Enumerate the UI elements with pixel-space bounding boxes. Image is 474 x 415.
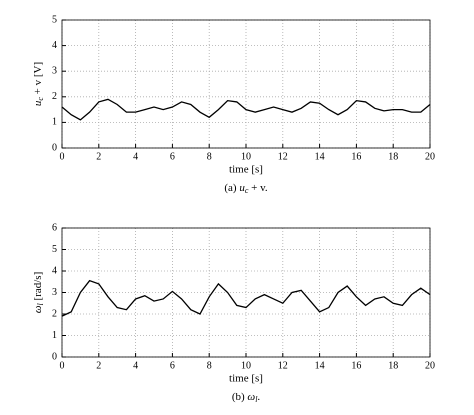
x-tick-label: 20 [425,360,435,371]
x-tick-label: 2 [96,151,101,162]
x-tick-label: 12 [278,151,288,162]
caption-part: . [257,391,260,403]
x-tick-label: 0 [60,151,65,162]
caption: (a) uc + v. [224,182,268,195]
x-tick-label: 2 [96,360,101,371]
caption-part: c [245,186,249,195]
x-tick-label: 16 [351,151,361,162]
axes-frame [61,19,431,149]
y-tick-label: 0 [52,142,57,153]
caption-part: l [255,395,258,404]
axes-frame [61,227,431,358]
x-tick-label: 4 [133,360,138,371]
x-tick-label: 14 [315,151,325,162]
y-tick-label: 1 [52,117,57,128]
y-tick-label: 2 [52,91,57,102]
caption-part: ω [247,391,255,403]
y-axis-label: uc + v [V] [32,62,45,106]
x-tick-label: 6 [170,360,175,371]
caption-part: + v. [248,182,267,194]
caption-part: (b) [232,391,248,403]
caption-part: u [239,182,245,194]
x-tick-label: 4 [133,151,138,162]
x-tick-label: 10 [241,360,251,371]
y-tick-label: 5 [52,244,57,255]
y-tick-label: 4 [52,265,57,276]
caption: (b) ωl. [232,391,261,404]
x-tick-label: 18 [388,151,398,162]
y-axis-label-part: c [36,97,45,101]
x-tick-label: 10 [241,151,251,162]
y-axis-label-part: ω [32,305,44,313]
y-axis-label-part: [rad/s] [32,272,44,303]
x-tick-label: 14 [315,360,325,371]
x-tick-label: 8 [207,360,212,371]
y-tick-label: 5 [52,14,57,25]
y-axis-label-part: u [32,100,44,106]
caption-part: (a) [224,182,239,194]
x-tick-label: 16 [351,360,361,371]
x-tick-label: 18 [388,360,398,371]
y-axis-label-part: + v [V] [32,62,44,97]
y-tick-label: 3 [52,65,57,76]
x-axis-label: time [s] [229,373,263,385]
x-tick-label: 12 [278,360,288,371]
y-tick-label: 0 [52,351,57,362]
data-line [61,279,431,317]
y-axis-label: ωl [rad/s] [32,272,45,313]
x-axis-label: time [s] [229,164,263,176]
x-tick-label: 20 [425,151,435,162]
x-tick-label: 0 [60,360,65,371]
y-tick-label: 1 [52,330,57,341]
y-tick-label: 2 [52,308,57,319]
y-axis-label-part: l [36,302,45,305]
y-tick-label: 3 [52,287,57,298]
x-tick-label: 8 [207,151,212,162]
y-tick-label: 6 [52,222,57,233]
y-tick-label: 4 [52,40,57,51]
x-tick-label: 6 [170,151,175,162]
data-line [61,98,431,121]
